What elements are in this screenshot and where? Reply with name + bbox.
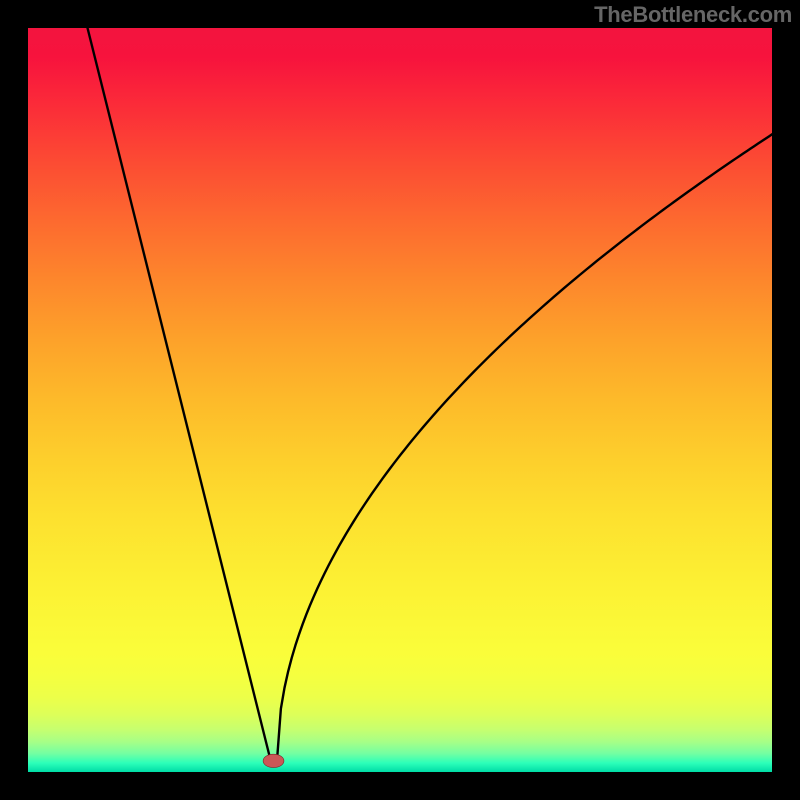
bottleneck-chart: TheBottleneck.com	[0, 0, 800, 800]
chart-background	[28, 28, 772, 772]
watermark-text: TheBottleneck.com	[594, 2, 792, 28]
minimum-marker	[263, 754, 284, 767]
chart-svg	[0, 0, 800, 800]
